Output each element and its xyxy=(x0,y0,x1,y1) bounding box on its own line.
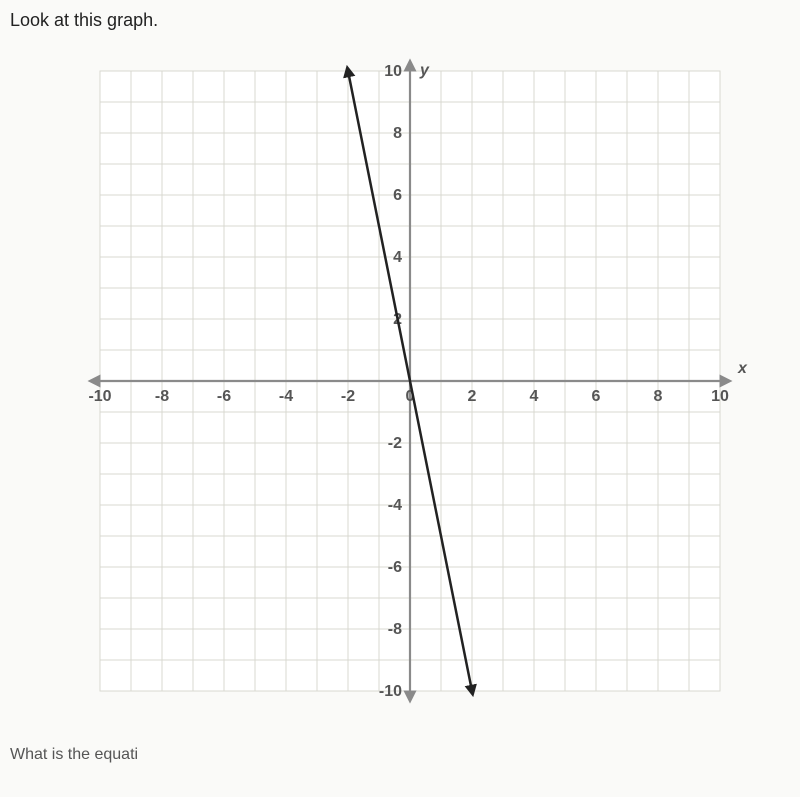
svg-text:x: x xyxy=(737,360,748,377)
prompt-text: Look at this graph. xyxy=(10,10,790,31)
svg-text:6: 6 xyxy=(393,187,402,204)
svg-text:4: 4 xyxy=(393,249,402,266)
svg-text:-4: -4 xyxy=(279,388,293,405)
svg-text:10: 10 xyxy=(711,388,729,405)
svg-text:8: 8 xyxy=(393,125,402,142)
svg-text:-2: -2 xyxy=(388,435,402,452)
svg-text:8: 8 xyxy=(654,388,663,405)
svg-text:2: 2 xyxy=(468,388,477,405)
graph-container: -10-8-6-4-20246810-10-8-6-4-2246810xy xyxy=(10,51,790,731)
svg-text:6: 6 xyxy=(592,388,601,405)
svg-text:-8: -8 xyxy=(155,388,169,405)
svg-text:-4: -4 xyxy=(388,497,402,514)
svg-text:y: y xyxy=(419,62,430,79)
svg-text:-8: -8 xyxy=(388,621,402,638)
svg-text:-6: -6 xyxy=(388,559,402,576)
svg-text:-2: -2 xyxy=(341,388,355,405)
svg-text:10: 10 xyxy=(384,63,402,80)
svg-text:-6: -6 xyxy=(217,388,231,405)
svg-text:4: 4 xyxy=(530,388,539,405)
cutoff-text: What is the equati xyxy=(10,746,790,764)
svg-text:-10: -10 xyxy=(379,683,402,700)
svg-text:-10: -10 xyxy=(88,388,111,405)
coordinate-graph: -10-8-6-4-20246810-10-8-6-4-2246810xy xyxy=(50,51,750,731)
